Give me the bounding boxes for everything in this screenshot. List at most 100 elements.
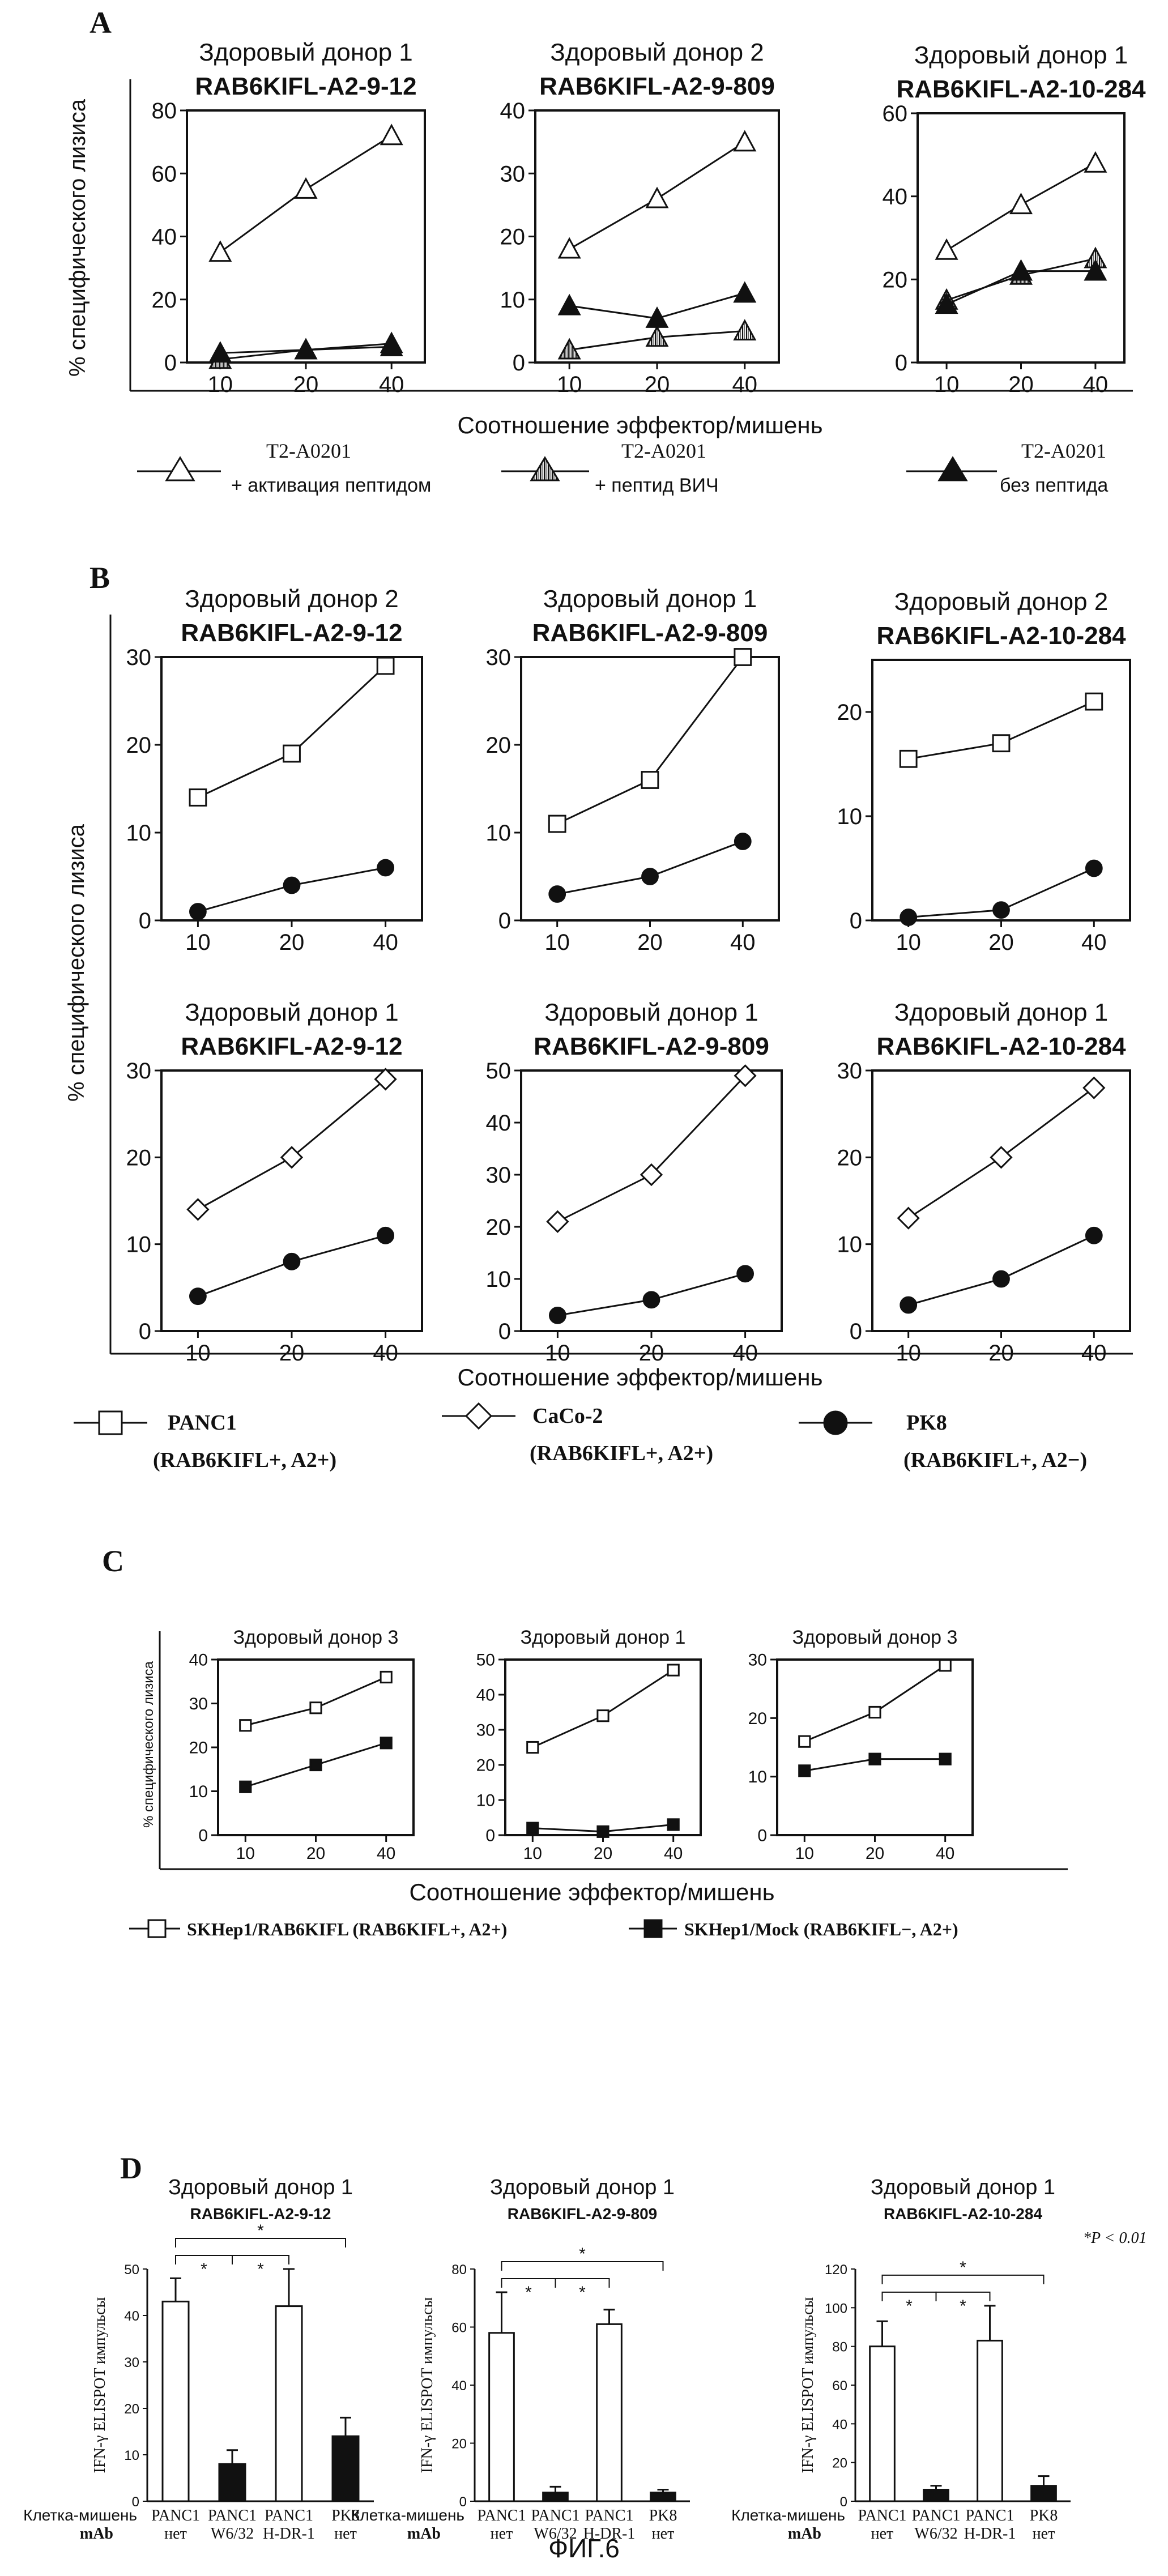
x-tick-label: 10 [896,1341,921,1366]
y-tick-label: 0 [850,1319,862,1344]
y-tick-label: 40 [500,99,526,123]
panel-letter-d: D [120,2151,142,2185]
chart-donor: Здоровый донор 1 [199,39,413,66]
significance-star: * [960,2258,966,2277]
panel-letter-b: B [89,561,110,595]
y-tick-label: 10 [748,1768,767,1786]
x-tick-label: 20 [594,1844,612,1863]
panel-b-legend: PANC1 (RAB6KIFL+, A2+) CaCo-2 (RAB6KIFL+… [74,1404,1087,1472]
data-point [547,1212,568,1232]
data-point [527,1823,538,1833]
bar [163,2301,189,2501]
y-tick-label: 40 [883,185,908,210]
x-tick-label: 40 [1081,930,1107,955]
x-tick-label: 20 [306,1844,325,1863]
x-tick-label: 40 [1081,1341,1107,1366]
data-point [377,1227,394,1244]
x-tick-label: 10 [208,372,233,397]
bar [924,2490,949,2502]
chart-donor: Здоровый донор 2 [185,585,399,613]
chart-peptide: RAB6KIFL-A2-10-284 [876,1033,1126,1060]
y-tick-label: 10 [189,1782,208,1801]
x-category-label: PANC1 [477,2507,526,2524]
series-square-open [527,1665,679,1753]
x-mab-label: W6/32 [534,2525,577,2543]
row-label-target: Клетка-мишень [23,2506,137,2524]
chart-donor: Здоровый донор 1 [185,999,399,1026]
data-point [190,790,206,806]
series-square-open [240,1671,392,1730]
x-tick-label: 10 [934,372,960,397]
data-point [898,1208,919,1229]
chart-donor: Здоровый донор 2 [550,39,764,66]
data-point [559,239,579,258]
data-point [900,909,917,926]
x-tick-label: 20 [293,372,319,397]
x-tick-label: 20 [279,1341,305,1366]
y-tick-label: 0 [498,1319,511,1344]
x-tick-label: 40 [732,372,758,397]
chart-b3: RAB6KIFL-A2-10-284Здоровый донор 2010201… [837,588,1131,955]
x-tick-label: 20 [645,372,670,397]
significance-star: * [257,2260,264,2279]
data-point [900,1297,917,1313]
series-square-filled [799,1754,951,1776]
legend-a-line2: без пептида [1000,475,1108,496]
data-point [643,1291,660,1308]
data-point [993,902,1009,918]
data-point [310,1759,321,1770]
series-line [557,657,743,824]
y-tick-label: 0 [850,909,862,933]
data-point [284,745,300,762]
series-diamond-open [187,1069,395,1219]
series-square-filled [240,1738,392,1793]
chart-donor: Здоровый донор 1 [914,41,1128,69]
series-square-open [799,1660,951,1747]
x-tick-label: 40 [377,1844,395,1863]
x-tick-label: 10 [545,1341,570,1366]
data-point [549,816,565,832]
bar [978,2340,1003,2501]
y-tick-label: 10 [126,821,152,846]
legend-a-line1: T2-A0201 [1021,440,1106,462]
chart-peptide: RAB6KIFL-A2-9-809 [532,619,768,647]
series-diamond-open [547,1065,755,1232]
x-mab-label: H-DR-1 [263,2525,315,2543]
data-point [187,1199,208,1219]
data-point [869,1707,880,1717]
y-tick-label: 10 [500,288,526,313]
y-tick-label: 0 [164,351,177,376]
panel-b-frame [110,615,1133,1354]
x-tick-label: 40 [373,930,398,955]
chart-donor: Здоровый донор 1 [168,2176,353,2199]
y-tick-label: 0 [513,351,525,376]
x-tick-label: 40 [664,1844,683,1863]
y-tick-label: 0 [139,909,151,933]
y-tick-label: 30 [486,1163,511,1188]
data-point [940,1660,950,1671]
x-mab-label: нет [871,2525,894,2543]
series-line [804,1665,945,1741]
y-tick-label: 30 [837,1059,863,1084]
data-point [1085,153,1106,172]
data-point [1086,1227,1102,1244]
x-tick-label: 10 [896,930,921,955]
x-tick-label: 20 [637,930,663,955]
x-tick-label: 10 [557,372,582,397]
chart-peptide: RAB6KIFL-A2-10-284 [884,2205,1042,2223]
y-tick-label: 80 [152,99,177,123]
chart-peptide: RAB6KIFL-A2-9-12 [195,72,416,100]
triangle-filled-icon [939,458,966,480]
plot-frame [187,110,425,362]
series-circle-filled [900,1227,1102,1313]
chart-a1: RAB6KIFL-A2-9-12Здоровый донор 102040608… [152,39,425,397]
chart-peptide: RAB6KIFL-A2-9-12 [190,2205,331,2223]
y-tick-label: 0 [498,909,511,933]
data-point [1086,860,1102,877]
y-tick-label: 20 [837,700,863,725]
y-tick-label: 50 [486,1059,511,1084]
x-mab-label: нет [1033,2525,1055,2543]
chart-c1: Здоровый донор 3010203040102040 [189,1627,414,1863]
y-tick-label: 40 [832,2417,847,2432]
y-tick-label: 20 [486,733,511,758]
